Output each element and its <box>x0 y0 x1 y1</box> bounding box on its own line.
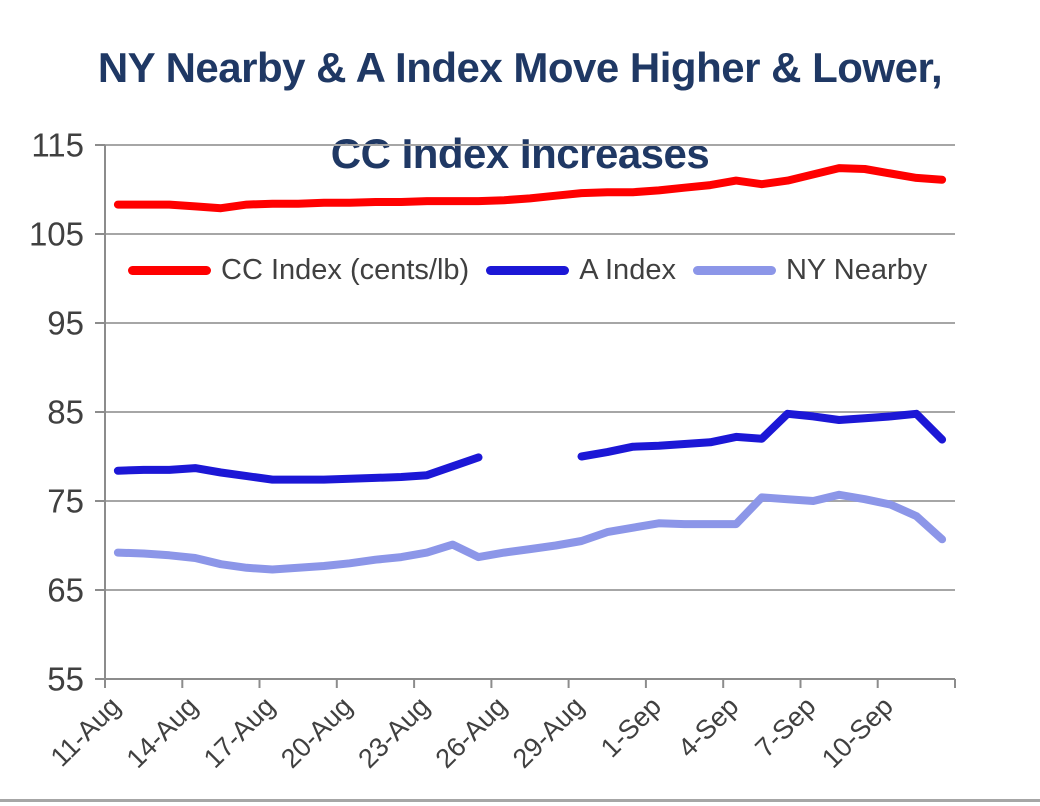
y-axis-label: 55 <box>47 661 84 698</box>
x-axis-label: 23-Aug <box>352 691 435 774</box>
legend-label-ny-nearby: NY Nearby <box>785 253 928 286</box>
a-index-line-swatch <box>486 265 570 275</box>
x-axis-label: 11-Aug <box>45 691 126 772</box>
legend-item-ny-nearby: NY Nearby <box>692 253 928 287</box>
x-axis-label: 17-Aug <box>198 691 281 774</box>
chart-title: NY Nearby & A Index Move Higher & Lower,… <box>0 46 1040 175</box>
legend-label-a-index: A Index <box>579 253 676 286</box>
x-axis-label: 14-Aug <box>121 691 204 774</box>
y-axis-label: 105 <box>29 216 84 253</box>
x-axis-label: 20-Aug <box>275 691 358 774</box>
a-index-line <box>577 409 947 461</box>
y-axis-label: 115 <box>31 127 84 164</box>
x-axis-label: 1-Sep <box>595 691 667 763</box>
x-axis-label: 29-Aug <box>507 691 590 774</box>
legend-label-cc-index: CC Index (cents/lb) <box>221 253 470 286</box>
x-axis-label: 26-Aug <box>430 691 513 774</box>
x-axis-label: 10-Sep <box>816 691 899 774</box>
legend-item-a-index: A Index <box>486 254 676 287</box>
y-axis-label: 65 <box>47 572 84 609</box>
y-axis-label: 85 <box>47 394 84 431</box>
cc-index-line <box>113 164 947 213</box>
y-axis-label: 95 <box>47 305 84 342</box>
a-index-line <box>113 453 483 484</box>
y-axis-label: 75 <box>47 483 84 520</box>
x-axis-label: 4-Sep <box>672 691 744 763</box>
chart-legend: CC Index (cents/lb) A Index NY Nearby <box>128 249 927 291</box>
x-axis-label: 7-Sep <box>749 691 821 763</box>
ny-nearby-line <box>113 490 947 574</box>
legend-item-cc-index: CC Index (cents/lb) <box>128 254 469 287</box>
chart-title-line2: CC Index Increases <box>330 130 710 177</box>
ny-nearby-line-swatch <box>692 265 776 275</box>
chart-title-line1: NY Nearby & A Index Move Higher & Lower, <box>97 44 943 91</box>
cc-index-line-swatch <box>128 265 211 275</box>
bottom-border-line <box>0 799 1040 802</box>
